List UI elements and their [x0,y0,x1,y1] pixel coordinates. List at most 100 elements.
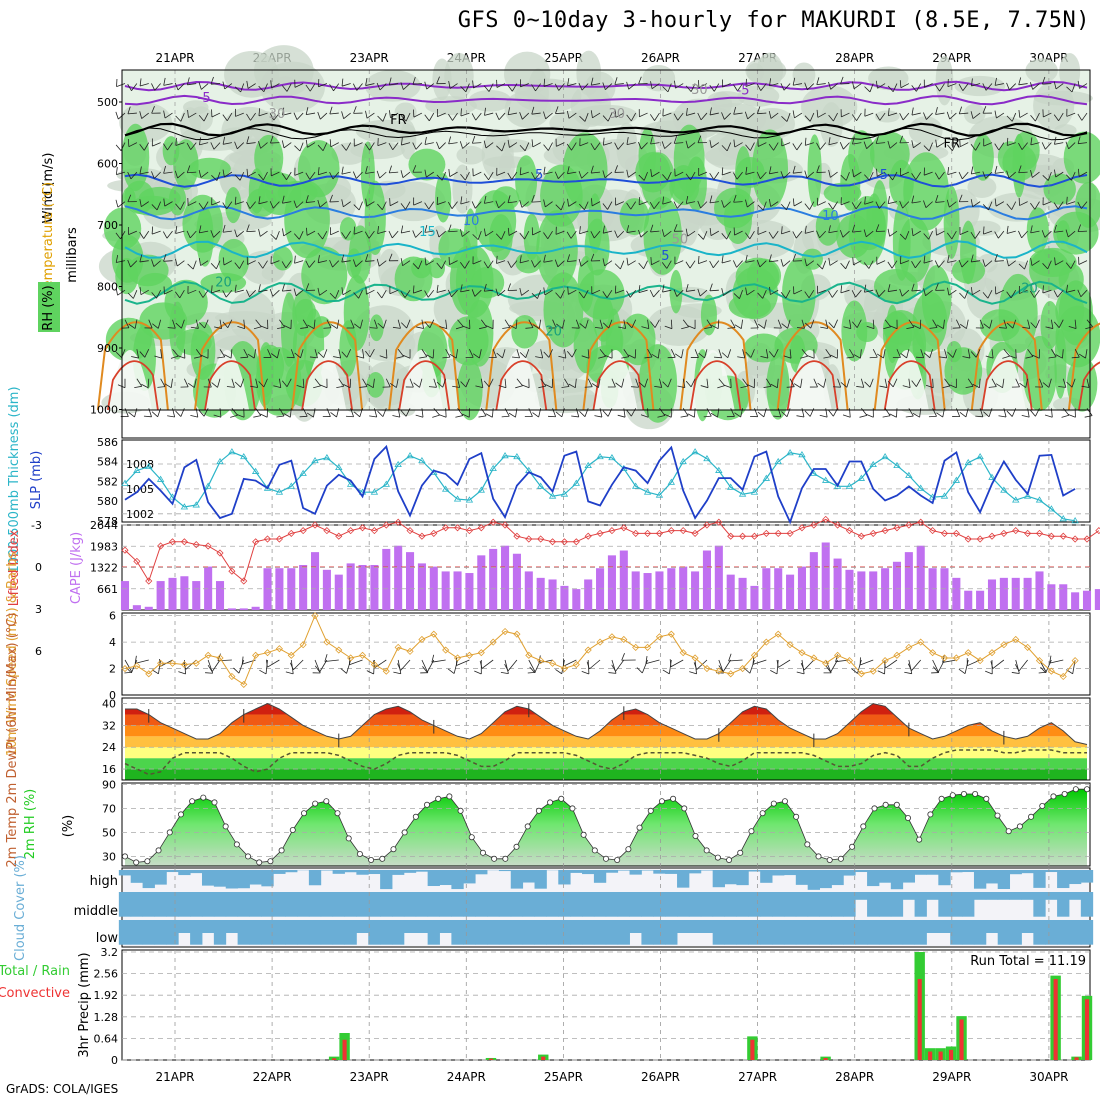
wind-barb [935,227,945,236]
rh-patch [967,176,997,198]
cloud-bar [463,892,476,917]
rh-moist-patch [848,195,886,266]
cloud-bar [522,870,535,883]
lifted-point [263,535,272,543]
wind-barb [804,289,815,299]
wind-barb [548,319,557,329]
lifted-point [1071,535,1079,543]
cape-bar [738,577,747,610]
rh-moist-patch [1002,144,1037,181]
wind-barb [246,201,256,209]
temp-contour [124,240,1088,259]
cloud-level-label: low [96,931,119,946]
rh-point [1084,786,1091,793]
wind-barb [780,259,791,267]
wind-point [299,641,307,649]
wind-barb [590,77,601,86]
cape-bar [180,576,189,610]
wind-barb [538,378,547,389]
wind-barb [959,227,969,236]
wind-point [727,670,735,678]
wind-barb [511,349,520,359]
temp-line [125,703,1088,745]
rh-moist-patch [673,124,705,194]
wind-barb [495,230,506,240]
convective-bar [541,1056,546,1060]
rh-point [692,833,699,840]
wind-barb [745,349,755,358]
wind-barb [282,107,292,116]
wind-barb [698,80,708,88]
wind-barb [1008,349,1017,359]
rh-patch [541,378,593,394]
cloud-bar [962,892,975,917]
wind-barb [426,349,435,359]
wind-barb [519,112,530,120]
wind-point [632,643,640,651]
thickness-point [857,474,866,481]
wind-barb [578,83,589,91]
rh-patch [874,110,900,123]
wind-barb [864,171,874,181]
wind-barb [1018,197,1028,206]
thickness-point [691,448,699,455]
rh-moist-patch [272,246,293,271]
wind-barb [151,290,161,299]
wind-barb [472,80,482,89]
wind-barb [828,169,838,178]
pressure-tick: 1000 [90,404,118,417]
cloud-bar [1045,870,1058,873]
cloud-bar [593,870,607,883]
cloud-bar [1021,870,1034,874]
cloud-bar [641,892,654,917]
cloud-bar [130,870,144,883]
rh-moist-patch [188,157,231,180]
rh-moist-patch [280,292,298,367]
wind-barb [472,231,482,240]
wind-barb [745,166,755,175]
cloud-bar [795,920,809,945]
wind-barb [396,348,404,359]
wind-barb [400,137,411,146]
temp-contour-30 [204,360,256,411]
wind-barb [436,378,447,388]
thickness-point [251,467,260,474]
rh-moist-patch [1054,328,1067,399]
wind-barb [717,378,725,389]
convective-bar [342,1039,347,1060]
thickness-point [881,452,889,460]
wind-point [204,651,212,659]
wind-barb [681,319,689,330]
thickness-point [584,461,592,469]
wind-barb [892,349,901,358]
lifted-point [655,529,664,537]
wind-barb [614,109,625,118]
lifted-tick: 0 [35,561,42,574]
wind-barb [769,78,779,87]
wind-barb [650,81,660,90]
wind-tick: 0 [109,689,116,702]
cape-bar [1011,577,1020,610]
wind-barb [733,194,743,203]
cloud-bar [225,870,239,889]
wind-barb [721,349,732,359]
wind-barb [935,106,945,115]
wind-barb [1018,285,1028,294]
wind-barb [988,378,997,388]
rh-tick: 30 [102,850,116,863]
wind-barb [234,260,245,269]
rh-moist-patch [254,134,284,182]
wind-barb [210,260,221,270]
wind-point [477,649,485,657]
wind-barb [479,319,487,330]
wind-barb [721,255,731,264]
wind-barb [226,378,235,388]
ylabel-cloud: Cloud Cover (%) [13,855,28,961]
wind-barb [697,200,708,209]
wind-barb [697,135,707,144]
rh-moist-patch [173,139,199,190]
wind-barb [674,256,684,265]
wind-barb [626,319,637,329]
wind-barb-10m [728,653,743,662]
wind-barb [721,167,731,176]
